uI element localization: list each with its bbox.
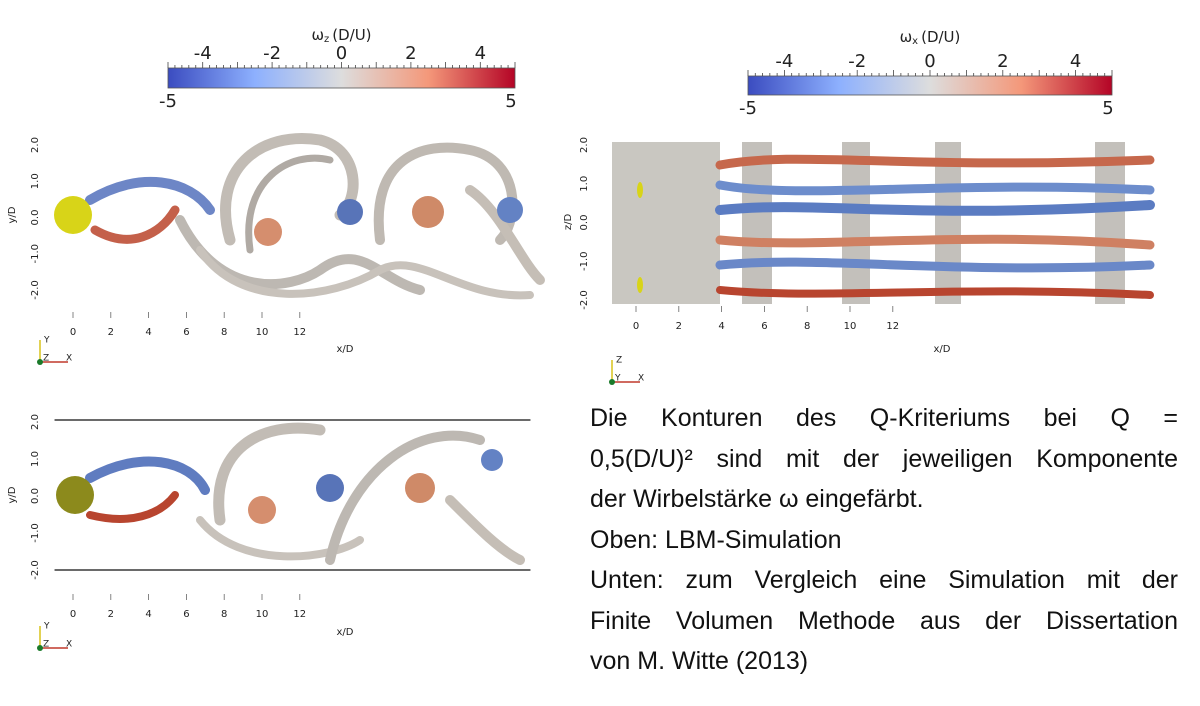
- triad-origin: [37, 359, 43, 365]
- vortex-rendering-top-right: [612, 142, 1155, 304]
- colorbar: ωz (D/U) -4 -2 0 2 4 -5 5: [159, 26, 517, 113]
- x-tick-label: 12: [293, 327, 306, 338]
- y-tick-label: -2.0: [579, 290, 590, 310]
- triad-label-right: X: [638, 374, 644, 384]
- orientation-triad: YZ X: [37, 622, 72, 651]
- x-tick-label: 10: [256, 609, 269, 620]
- caption-line: von M. Witte (2013): [590, 647, 809, 675]
- x-tick-label: 0: [70, 327, 76, 338]
- triad-label-right: X: [66, 640, 72, 650]
- x-tick-label: 6: [183, 327, 189, 338]
- x-tick-label: 6: [761, 321, 767, 332]
- colorbar-tick-label: 0: [924, 51, 935, 72]
- x-axis-label: x/D: [337, 344, 354, 355]
- caption-line: Oben: LBM-Simulation: [590, 525, 842, 554]
- x-tick-label: 6: [183, 609, 189, 620]
- colorbar-tick-label: 2: [997, 51, 1008, 72]
- triad-origin: [37, 645, 43, 651]
- x-tick-label: 0: [633, 321, 639, 332]
- y-tick-label: -1.0: [30, 244, 41, 264]
- colorbar-tick-label: -2: [263, 43, 281, 64]
- orientation-triad: YZ X: [37, 336, 72, 365]
- colorbar-min-label: -5: [739, 98, 757, 119]
- label-symbol: ω: [900, 28, 913, 46]
- x-tick-label: 12: [293, 609, 306, 620]
- caption-line: Finite Volumen Methode aus der Dissertat…: [590, 606, 1178, 635]
- panel-axes: 0 2 4 6 8 10 12 2.0 1.0 0.0 -1.0 -2.0 x/D y/D: [7, 137, 354, 355]
- x-tick-label: 12: [886, 321, 899, 332]
- colorbar-tick-label: 4: [1070, 51, 1081, 72]
- orientation-triad: ZY X: [609, 356, 644, 385]
- y-tick-label: -1.0: [30, 523, 41, 543]
- x-tick-label: 8: [804, 321, 810, 332]
- x-axis-label: x/D: [337, 627, 354, 638]
- caption-line: Unten: zum Vergleich eine Simulation mit…: [590, 566, 1178, 594]
- caption-line: 0,5(D/U)² sind mit der jeweiligen Kompon…: [590, 444, 1178, 473]
- colorbar-tick-label: -2: [848, 51, 866, 72]
- triad-label-depth: Z: [43, 354, 49, 364]
- colorbar-tick-label: -4: [775, 51, 793, 72]
- vortex-rendering-bottom-left: [54, 419, 531, 571]
- x-tick-label: 2: [108, 609, 114, 620]
- label-symbol: ω: [311, 26, 324, 44]
- y-tick-label: -2.0: [30, 280, 41, 300]
- colorbar-label: ωx (D/U): [900, 28, 961, 48]
- y-tick-label: 0.0: [30, 210, 41, 226]
- y-axis-label: z/D: [563, 214, 574, 231]
- caption-line: Die Konturen des Q-Kriteriums bei Q =: [590, 404, 1178, 432]
- x-tick-label: 4: [145, 327, 151, 338]
- vortex-rendering-top-left: [54, 133, 545, 300]
- x-tick-label: 10: [844, 321, 857, 332]
- x-tick-label: 8: [221, 327, 227, 338]
- y-tick-label: 2.0: [30, 414, 41, 430]
- colorbar: ωx (D/U) -4 -2 0 2 4 -5 5: [739, 28, 1114, 120]
- colorbar-gradient: [167, 67, 516, 89]
- colorbar-tick-label: 2: [405, 43, 416, 64]
- label-unit: (D/U): [921, 28, 960, 46]
- caption: Die Konturen des Q-Kriteriums bei Q = 0,5…: [590, 398, 1178, 682]
- colorbar-tick-label: 0: [336, 43, 347, 64]
- y-tick-label: 2.0: [579, 137, 590, 153]
- colorbar-tick-label: -4: [194, 43, 212, 64]
- y-axis-label: y/D: [7, 206, 18, 223]
- triad-label-right: X: [66, 354, 72, 364]
- y-tick-label: 1.0: [30, 173, 41, 189]
- x-tick-label: 0: [70, 609, 76, 620]
- y-tick-label: -1.0: [579, 251, 590, 271]
- y-tick-label: 1.0: [30, 451, 41, 467]
- colorbar-max-label: 5: [1102, 98, 1113, 119]
- colorbar-label: ωz (D/U): [311, 26, 371, 46]
- y-tick-label: 0.0: [30, 488, 41, 504]
- triad-label-up: Z: [616, 356, 622, 366]
- caption-line: der Wirbelstärke ω eingefärbt.: [590, 485, 924, 513]
- x-tick-label: 2: [108, 327, 114, 338]
- x-axis-label: x/D: [934, 344, 951, 355]
- y-tick-label: 0.0: [579, 215, 590, 231]
- triad-label-up: Y: [43, 622, 50, 632]
- y-tick-label: 1.0: [579, 176, 590, 192]
- label-subscript: x: [912, 36, 918, 47]
- triad-label-depth: Z: [43, 640, 49, 650]
- triad-label-up: Y: [43, 336, 50, 346]
- y-tick-label: 2.0: [30, 137, 41, 153]
- x-tick-label: 10: [256, 327, 269, 338]
- x-tick-label: 8: [221, 609, 227, 620]
- label-unit: (D/U): [332, 26, 371, 44]
- panel-axes: 0 2 4 6 8 10 12 2.0 1.0 0.0 -1.0 -2.0 x/D y/D: [7, 414, 354, 638]
- colorbar-tick-label: 4: [475, 43, 486, 64]
- colorbar-min-label: -5: [159, 91, 177, 112]
- y-tick-label: -2.0: [30, 560, 41, 580]
- x-tick-label: 4: [718, 321, 724, 332]
- triad-origin: [609, 379, 615, 385]
- colorbar-gradient: [747, 75, 1113, 96]
- label-subscript: z: [324, 34, 329, 45]
- panel-axes: 0 2 4 6 8 10 12 2.0 1.0 0.0 -1.0 -2.0 x/D z/D: [563, 137, 951, 355]
- triad-label-depth: Y: [614, 374, 621, 384]
- colorbar-max-label: 5: [505, 91, 516, 112]
- x-tick-label: 2: [676, 321, 682, 332]
- y-axis-label: y/D: [7, 486, 18, 503]
- x-tick-label: 4: [145, 609, 151, 620]
